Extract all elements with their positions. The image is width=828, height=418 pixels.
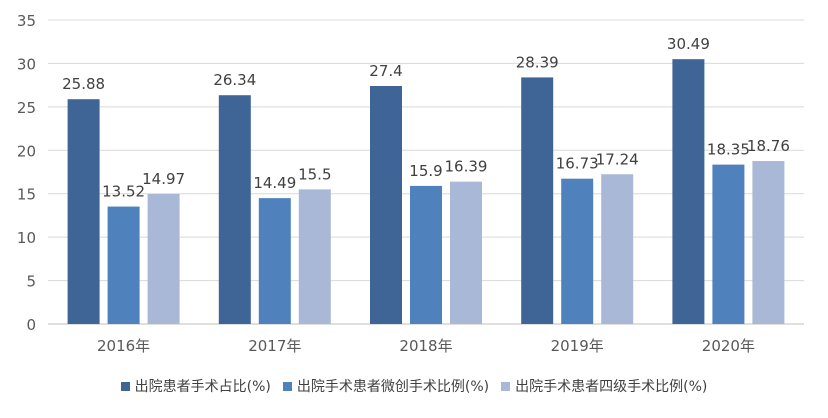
bar: [258, 198, 291, 324]
data-label: 14.97: [142, 170, 185, 188]
data-label: 30.49: [667, 35, 710, 53]
bar: [450, 181, 482, 324]
bar: [298, 189, 331, 324]
data-label: 14.49: [253, 174, 296, 192]
bar: [410, 185, 442, 324]
legend-item: 出院手术患者微创手术比例(%): [282, 376, 490, 396]
data-label: 27.4: [369, 62, 402, 80]
legend: 出院患者手术占比(%) 出院手术患者微创手术比例(%) 出院手术患者四级手术比例(%…: [0, 376, 828, 396]
data-label: 16.39: [445, 158, 488, 176]
data-label: 25.88: [62, 75, 105, 93]
y-tick-label: 20: [17, 142, 36, 160]
data-label: 28.39: [516, 53, 559, 71]
legend-swatch: [282, 381, 292, 391]
bar: [147, 193, 180, 324]
data-label: 17.24: [596, 150, 639, 168]
y-tick-label: 15: [17, 186, 36, 204]
data-label: 13.52: [102, 183, 145, 201]
data-label: 26.34: [213, 71, 256, 89]
y-tick-label: 5: [26, 273, 36, 291]
x-tick-label: 2017年: [248, 337, 301, 355]
bar: [67, 99, 100, 324]
bar: [107, 206, 140, 324]
legend-item: 出院患者手术占比(%): [120, 376, 271, 396]
y-tick-label: 10: [17, 229, 36, 247]
bars: [67, 59, 785, 325]
y-tick-label: 35: [17, 12, 36, 30]
bar: [752, 161, 785, 324]
data-label: 15.9: [409, 162, 442, 180]
y-tick-label: 0: [26, 316, 36, 334]
bar: [601, 174, 634, 324]
data-label: 18.76: [747, 137, 790, 155]
legend-swatch: [120, 381, 130, 391]
data-label: 15.5: [298, 165, 331, 183]
y-axis: 0 5 10 15 20 25 30 35: [17, 12, 36, 334]
x-tick-label: 2019年: [551, 337, 604, 355]
legend-item: 出院手术患者四级手术比例(%): [501, 376, 707, 396]
data-label: 16.73: [556, 155, 599, 173]
legend-label: 出院患者手术占比(%): [134, 379, 271, 395]
y-tick-label: 30: [17, 55, 36, 73]
bar: [218, 95, 251, 324]
bar: [561, 178, 594, 324]
bar: [672, 59, 705, 324]
x-tick-label: 2018年: [399, 337, 452, 355]
legend-label: 出院手术患者四级手术比例(%): [515, 379, 708, 395]
bar: [521, 77, 554, 325]
x-axis: 2016年 2017年 2018年 2019年 2020年: [97, 337, 755, 355]
data-label: 18.35: [707, 141, 750, 159]
legend-label: 出院手术患者微创手术比例(%): [296, 379, 490, 395]
bar: [712, 164, 745, 324]
bar: [370, 86, 402, 324]
x-tick-label: 2016年: [97, 337, 150, 355]
x-tick-label: 2020年: [702, 337, 755, 355]
legend-swatch: [501, 381, 511, 391]
y-tick-label: 25: [17, 99, 36, 117]
